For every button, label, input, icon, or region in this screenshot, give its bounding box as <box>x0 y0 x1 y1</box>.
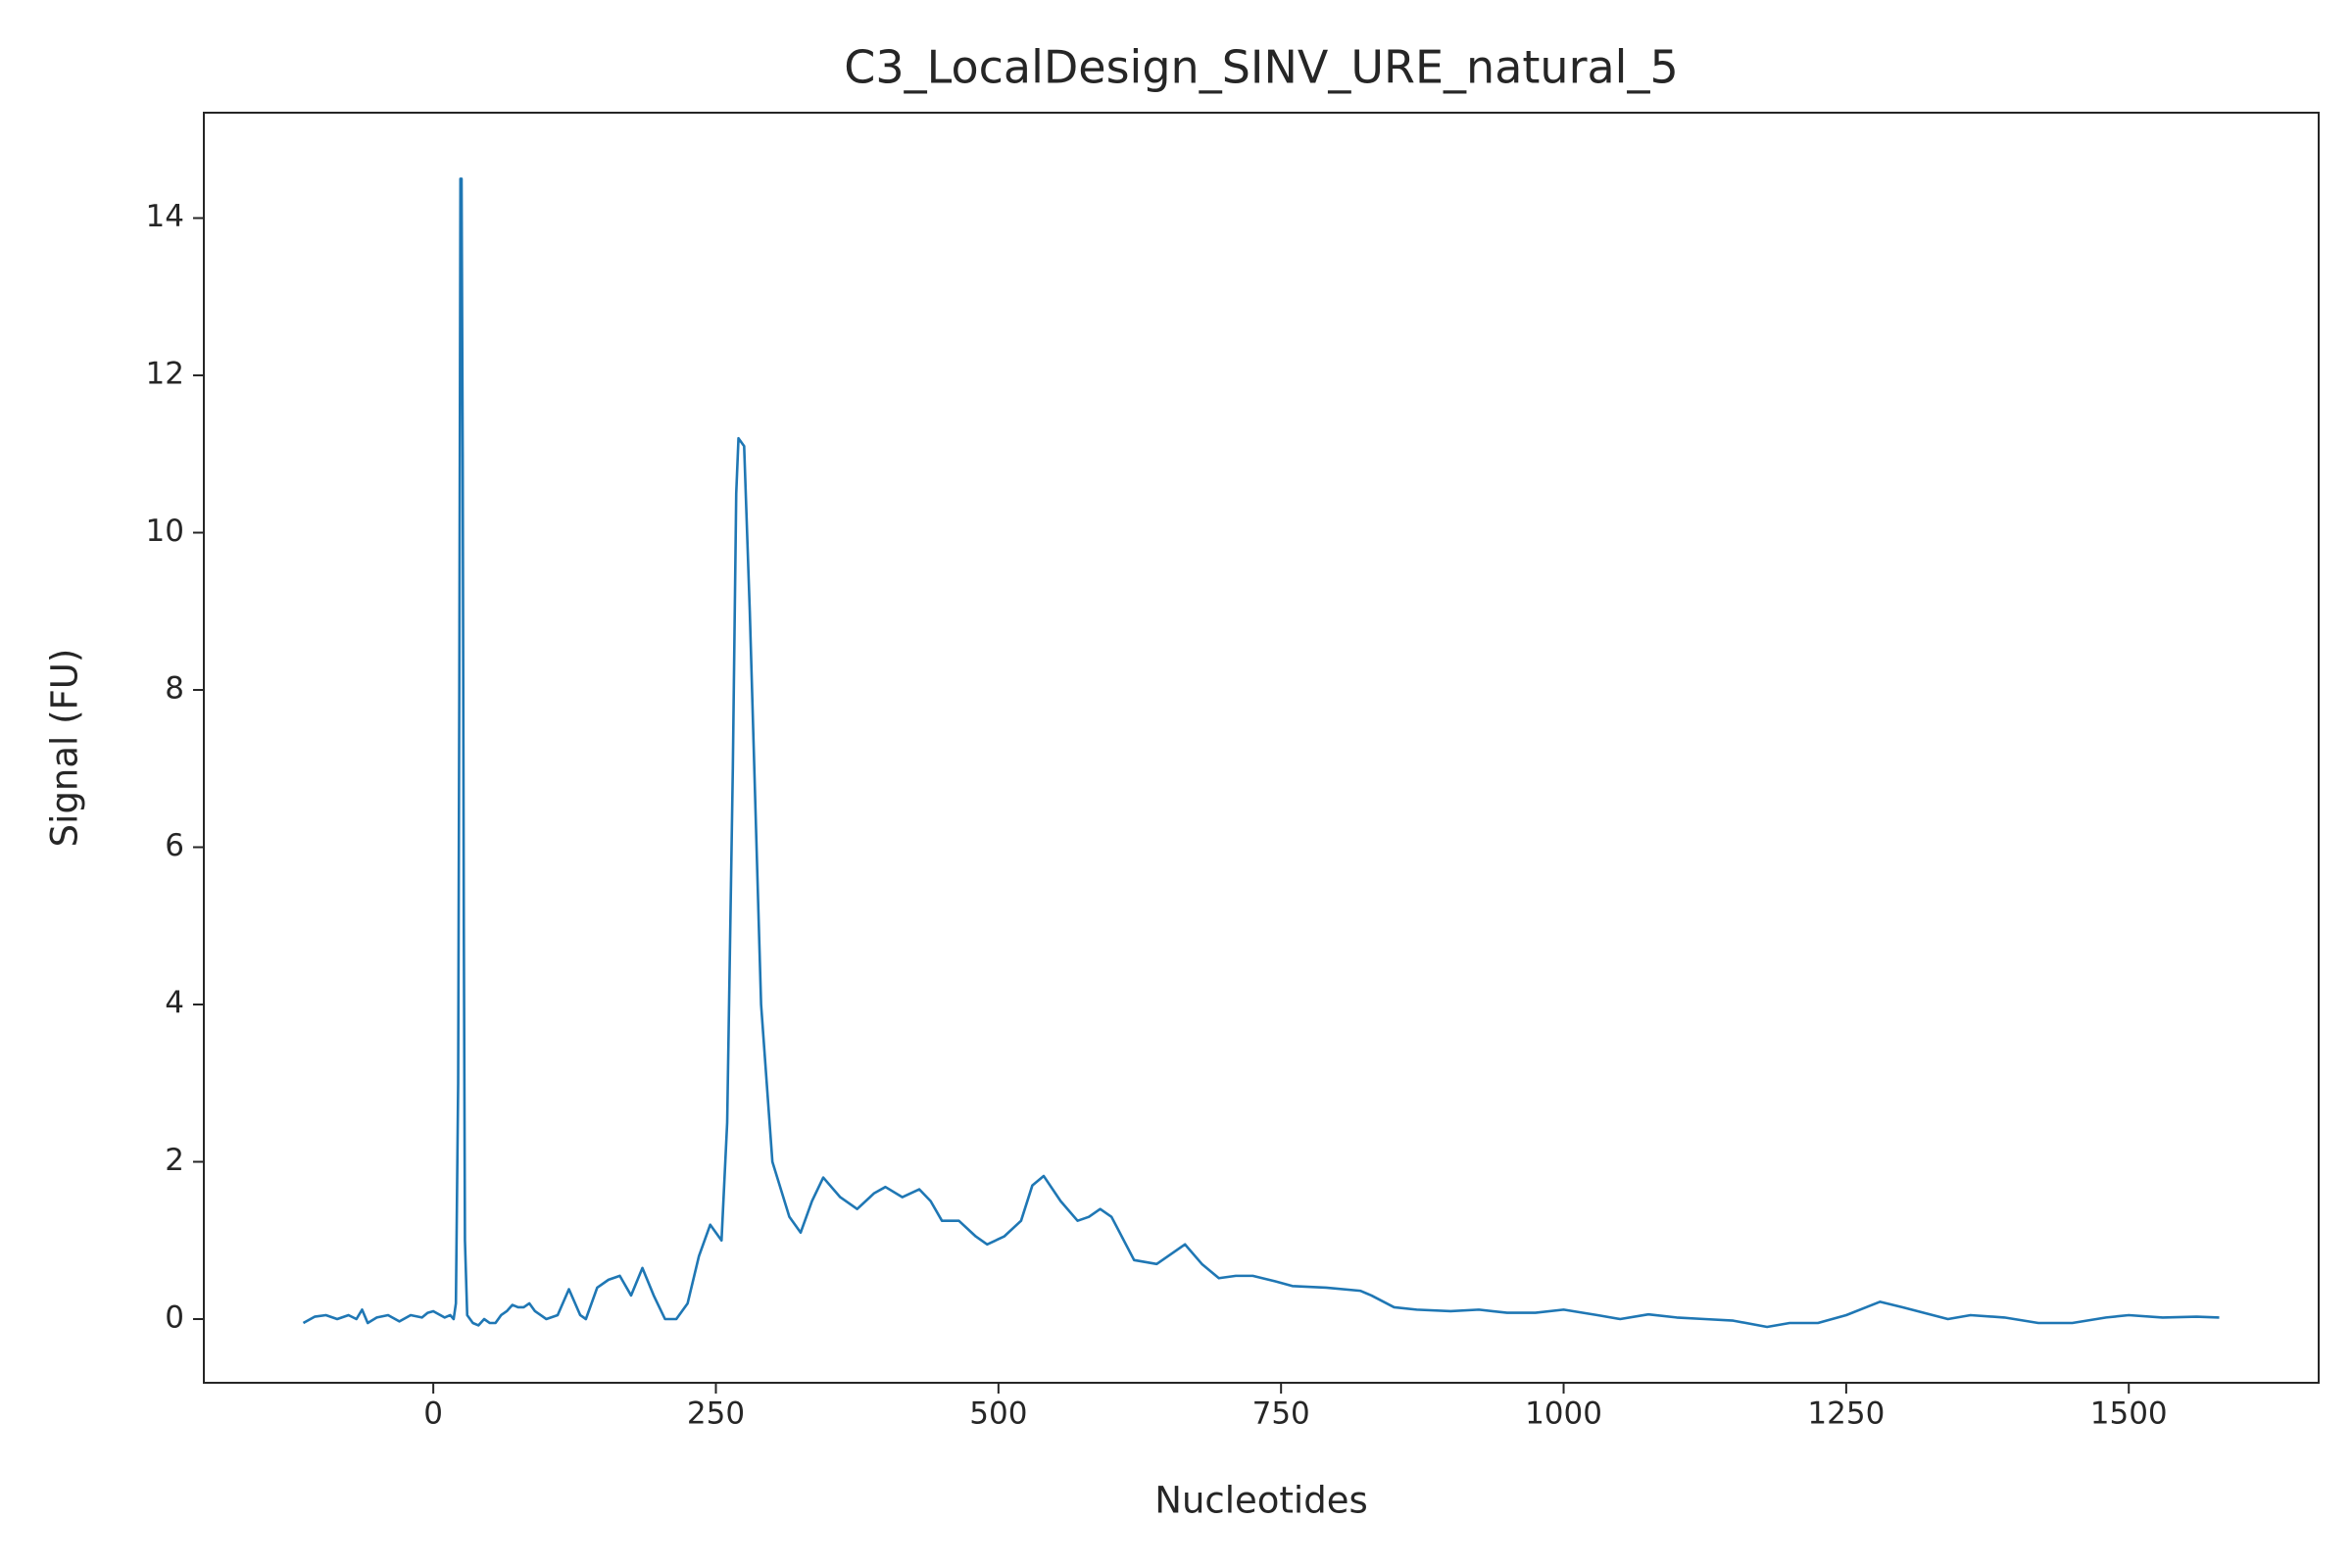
y-axis-label: Signal (FU) <box>44 649 86 848</box>
chart-title: C3_LocalDesign_SINV_URE_natural_5 <box>844 41 1678 94</box>
y-tick-label: 6 <box>165 828 184 863</box>
plot-frame <box>203 112 2320 1384</box>
y-tick-label: 8 <box>165 671 184 707</box>
x-tick-label: 0 <box>423 1396 443 1432</box>
y-tick-label: 14 <box>146 199 184 234</box>
y-tick-label: 12 <box>146 357 184 392</box>
x-tick-label: 1000 <box>1525 1396 1602 1432</box>
x-tick-label: 750 <box>1252 1396 1310 1432</box>
y-tick-label: 2 <box>165 1143 184 1178</box>
x-tick-label: 500 <box>969 1396 1027 1432</box>
y-tick-label: 4 <box>165 986 184 1021</box>
y-tick-label: 10 <box>146 514 184 549</box>
x-tick-label: 250 <box>687 1396 745 1432</box>
x-tick-label: 1500 <box>2090 1396 2168 1432</box>
x-axis-label: Nucleotides <box>1154 1480 1367 1522</box>
signal-line <box>302 177 2220 1329</box>
x-tick-label: 1250 <box>1807 1396 1885 1432</box>
y-tick-label: 0 <box>165 1299 184 1335</box>
